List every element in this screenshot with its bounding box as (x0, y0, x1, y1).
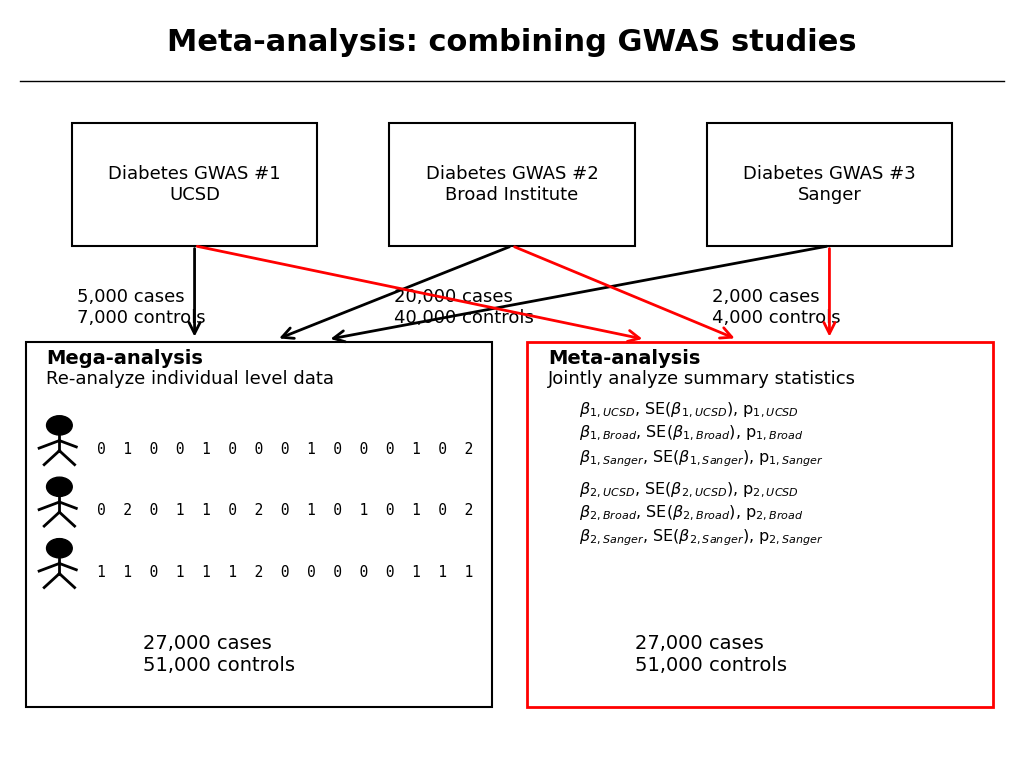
Text: Diabetes GWAS #1
UCSD: Diabetes GWAS #1 UCSD (109, 165, 281, 204)
Text: Diabetes GWAS #3
Sanger: Diabetes GWAS #3 Sanger (743, 165, 915, 204)
Text: 2,000 cases
4,000 controls: 2,000 cases 4,000 controls (712, 288, 841, 327)
Text: 0  2  0  1  1  0  2  0  1  0  1  0  1  0  2: 0 2 0 1 1 0 2 0 1 0 1 0 1 0 2 (97, 503, 473, 518)
Bar (389, 123, 635, 246)
Text: $\beta_{1,UCSD}$, SE($\beta_{1,UCSD}$), p$_{1,UCSD}$: $\beta_{1,UCSD}$, SE($\beta_{1,UCSD}$), … (579, 401, 799, 420)
Text: Diabetes GWAS #2
Broad Institute: Diabetes GWAS #2 Broad Institute (426, 165, 598, 204)
Bar (527, 342, 993, 707)
Bar (26, 342, 492, 707)
Circle shape (46, 538, 73, 558)
Bar (72, 123, 317, 246)
Text: $\beta_{2,UCSD}$, SE($\beta_{2,UCSD}$), p$_{2,UCSD}$: $\beta_{2,UCSD}$, SE($\beta_{2,UCSD}$), … (579, 481, 799, 500)
Circle shape (46, 415, 73, 435)
Text: Re-analyze individual level data: Re-analyze individual level data (46, 370, 334, 388)
Bar (707, 123, 952, 246)
Text: Mega-analysis: Mega-analysis (46, 349, 203, 368)
Text: 0  1  0  0  1  0  0  0  1  0  0  0  1  0  2: 0 1 0 0 1 0 0 0 1 0 0 0 1 0 2 (97, 442, 473, 457)
Text: $\beta_{2,Sanger}$, SE($\beta_{2,Sanger}$), p$_{2,Sanger}$: $\beta_{2,Sanger}$, SE($\beta_{2,Sanger}… (579, 528, 823, 548)
Text: 20,000 cases
40,000 controls: 20,000 cases 40,000 controls (394, 288, 535, 327)
Text: 27,000 cases
51,000 controls: 27,000 cases 51,000 controls (635, 634, 786, 674)
Text: 5,000 cases
7,000 controls: 5,000 cases 7,000 controls (77, 288, 206, 327)
Circle shape (46, 477, 73, 496)
Text: $\beta_{1,Sanger}$, SE($\beta_{1,Sanger}$), p$_{1,Sanger}$: $\beta_{1,Sanger}$, SE($\beta_{1,Sanger}… (579, 449, 823, 469)
Text: $\beta_{2,Broad}$, SE($\beta_{2,Broad}$), p$_{2,Broad}$: $\beta_{2,Broad}$, SE($\beta_{2,Broad}$)… (579, 504, 803, 523)
Text: 1  1  0  1  1  1  2  0  0  0  0  0  1  1  1: 1 1 0 1 1 1 2 0 0 0 0 0 1 1 1 (97, 564, 473, 580)
Text: Meta-analysis: Meta-analysis (548, 349, 700, 368)
Text: $\beta_{1,Broad}$, SE($\beta_{1,Broad}$), p$_{1,Broad}$: $\beta_{1,Broad}$, SE($\beta_{1,Broad}$)… (579, 424, 803, 443)
Text: Meta-analysis: combining GWAS studies: Meta-analysis: combining GWAS studies (167, 28, 857, 57)
Text: Jointly analyze summary statistics: Jointly analyze summary statistics (548, 370, 856, 388)
Text: 27,000 cases
51,000 controls: 27,000 cases 51,000 controls (143, 634, 295, 674)
